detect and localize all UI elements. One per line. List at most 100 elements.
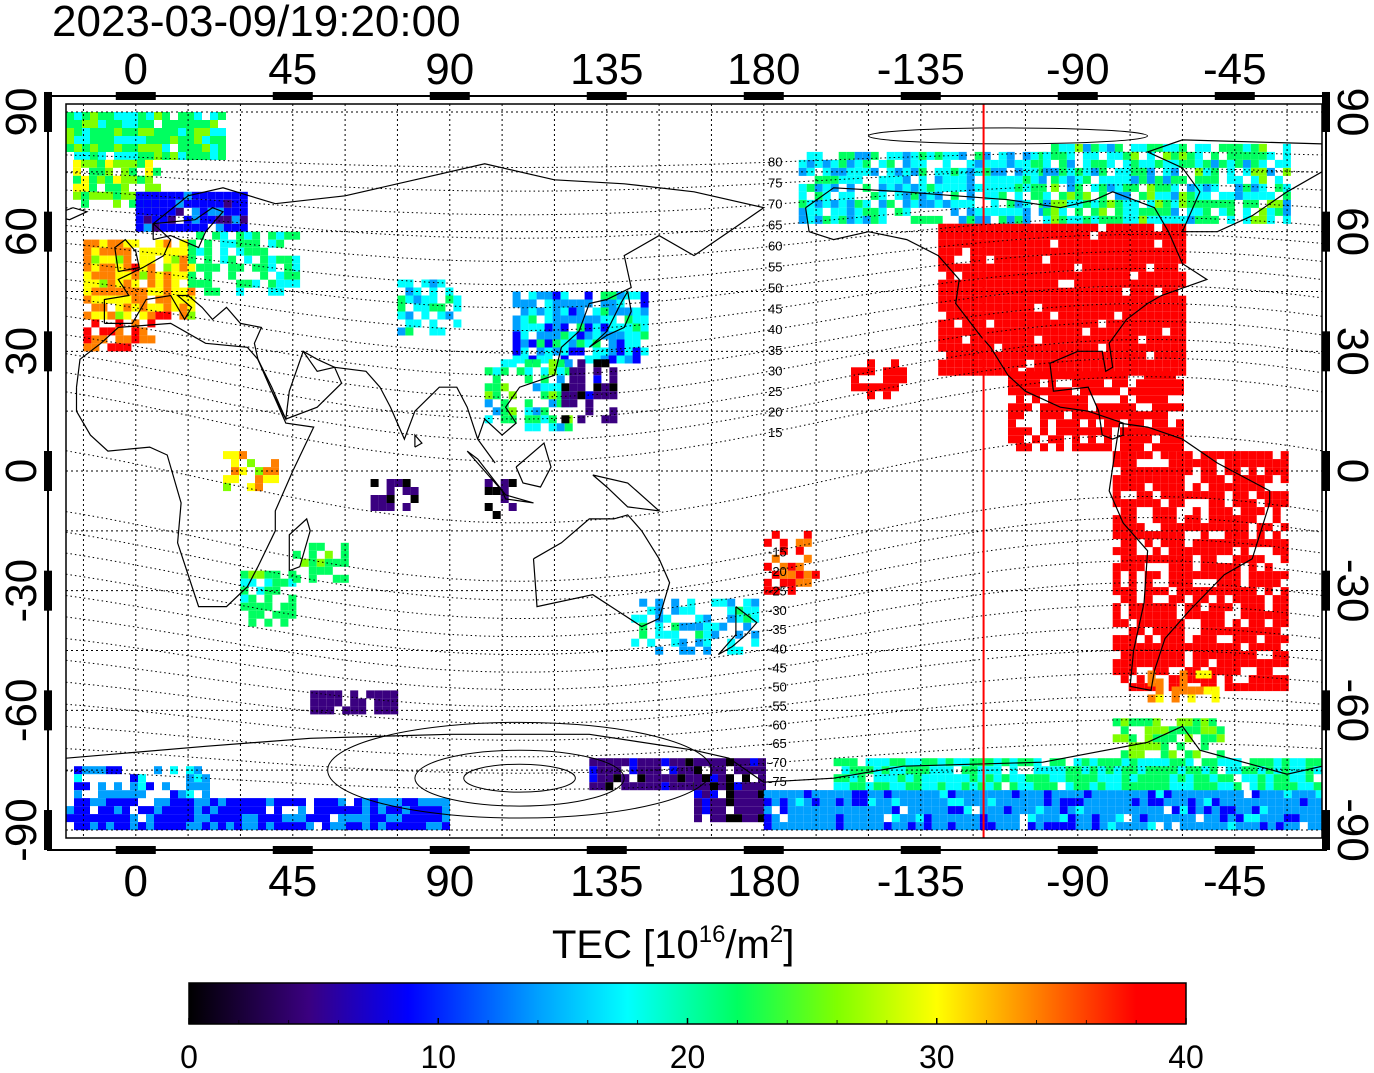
tec-cell xyxy=(938,247,947,256)
tec-cell xyxy=(1315,798,1322,807)
tec-cell xyxy=(1074,143,1083,152)
geomag-lat-label: 30 xyxy=(768,364,782,379)
tec-cell xyxy=(370,822,378,831)
tec-cell xyxy=(1080,427,1088,436)
tec-cell xyxy=(114,136,122,144)
tec-cell xyxy=(601,359,610,368)
tec-cell xyxy=(82,120,90,128)
tec-cell xyxy=(859,806,868,815)
tec-cell xyxy=(1154,255,1163,264)
tec-cell xyxy=(1176,563,1185,572)
tec-cell xyxy=(1185,782,1194,791)
tec-cell xyxy=(629,758,638,767)
tec-cell xyxy=(750,758,758,767)
tec-cell xyxy=(239,191,248,200)
tec-cell xyxy=(663,614,672,623)
geomag-lat-curve xyxy=(66,268,1322,331)
frame-tick-top xyxy=(429,92,470,100)
frame-tick-left xyxy=(44,810,52,851)
tec-cell xyxy=(827,822,836,831)
tec-cell xyxy=(362,822,370,831)
tec-cell xyxy=(1113,782,1122,791)
tec-cell xyxy=(593,367,602,376)
tec-cell xyxy=(1202,143,1211,152)
tec-cell xyxy=(122,806,130,815)
tec-cell xyxy=(1064,419,1072,428)
geomag-lat-label: -50 xyxy=(768,680,787,695)
tec-cell xyxy=(1051,806,1060,815)
tec-cell xyxy=(985,766,994,775)
tec-cell xyxy=(1272,635,1281,644)
tec-cell xyxy=(1024,403,1032,412)
tec-cell xyxy=(1058,359,1067,368)
latitude-tick-label-right: -60 xyxy=(1328,679,1374,743)
tec-cell xyxy=(250,822,258,831)
tec-cell xyxy=(600,347,609,356)
tec-cell xyxy=(1256,539,1265,548)
tec-cell xyxy=(862,199,871,208)
tec-cell xyxy=(822,183,831,192)
tec-cell xyxy=(1128,635,1137,644)
tec-cell xyxy=(167,223,176,232)
tec-cell xyxy=(1050,231,1059,240)
tec-cell xyxy=(258,798,266,807)
tec-cell xyxy=(231,191,240,200)
tec-cell xyxy=(536,339,545,348)
tec-cell xyxy=(370,798,378,807)
tec-cell xyxy=(1120,467,1129,476)
tec-cell xyxy=(1050,207,1059,216)
tec-cell xyxy=(1240,459,1249,468)
tec-cell xyxy=(1006,159,1015,168)
tec-cell xyxy=(1192,483,1201,492)
tec-cell xyxy=(950,151,959,160)
tec-cell xyxy=(734,798,742,807)
tec-cell xyxy=(1176,491,1185,500)
tec-cell xyxy=(994,359,1003,368)
tec-cell xyxy=(162,144,170,152)
tec-cell xyxy=(540,407,549,416)
tec-cell xyxy=(568,315,577,324)
tec-cell xyxy=(1251,790,1260,799)
tec-cell xyxy=(386,822,394,831)
tec-cell xyxy=(640,315,649,324)
tec-cell xyxy=(899,367,907,376)
tec-cell xyxy=(978,263,987,272)
tec-cell xyxy=(131,239,140,248)
tec-cell xyxy=(153,183,161,192)
tec-cell xyxy=(1120,563,1129,572)
tec-cell xyxy=(552,291,561,300)
tec-cell xyxy=(1169,766,1178,775)
tec-cell xyxy=(1256,603,1265,612)
tec-cell xyxy=(1224,483,1233,492)
tec-cell xyxy=(350,706,359,715)
tec-cell xyxy=(822,191,831,200)
tec-cell xyxy=(66,806,74,815)
tec-cell xyxy=(1200,734,1209,743)
tec-cell xyxy=(1138,191,1147,200)
tec-cell xyxy=(1272,627,1281,636)
tec-cell xyxy=(758,758,766,767)
tec-cell xyxy=(978,311,987,320)
tec-cell xyxy=(1226,207,1235,216)
tec-cell xyxy=(597,758,606,767)
tec-cell xyxy=(340,574,349,583)
tec-cell xyxy=(1211,694,1220,703)
tec-cell xyxy=(851,375,859,384)
tec-cell xyxy=(894,167,903,176)
tec-cell xyxy=(105,167,113,176)
tec-cell xyxy=(938,231,947,240)
tec-cell xyxy=(771,798,780,807)
tec-cell xyxy=(266,814,274,823)
tec-cell xyxy=(1161,766,1170,775)
tec-cell xyxy=(1081,758,1090,767)
tec-cell xyxy=(410,822,418,831)
tec-cell xyxy=(378,495,387,503)
tec-cell xyxy=(1170,223,1179,232)
tec-cell xyxy=(891,806,900,815)
tec-cell xyxy=(918,159,927,168)
tec-cell xyxy=(1257,782,1266,791)
tec-cell xyxy=(569,367,578,376)
tec-cell xyxy=(82,822,90,831)
tec-cell xyxy=(284,279,293,288)
tec-cell xyxy=(735,614,744,623)
